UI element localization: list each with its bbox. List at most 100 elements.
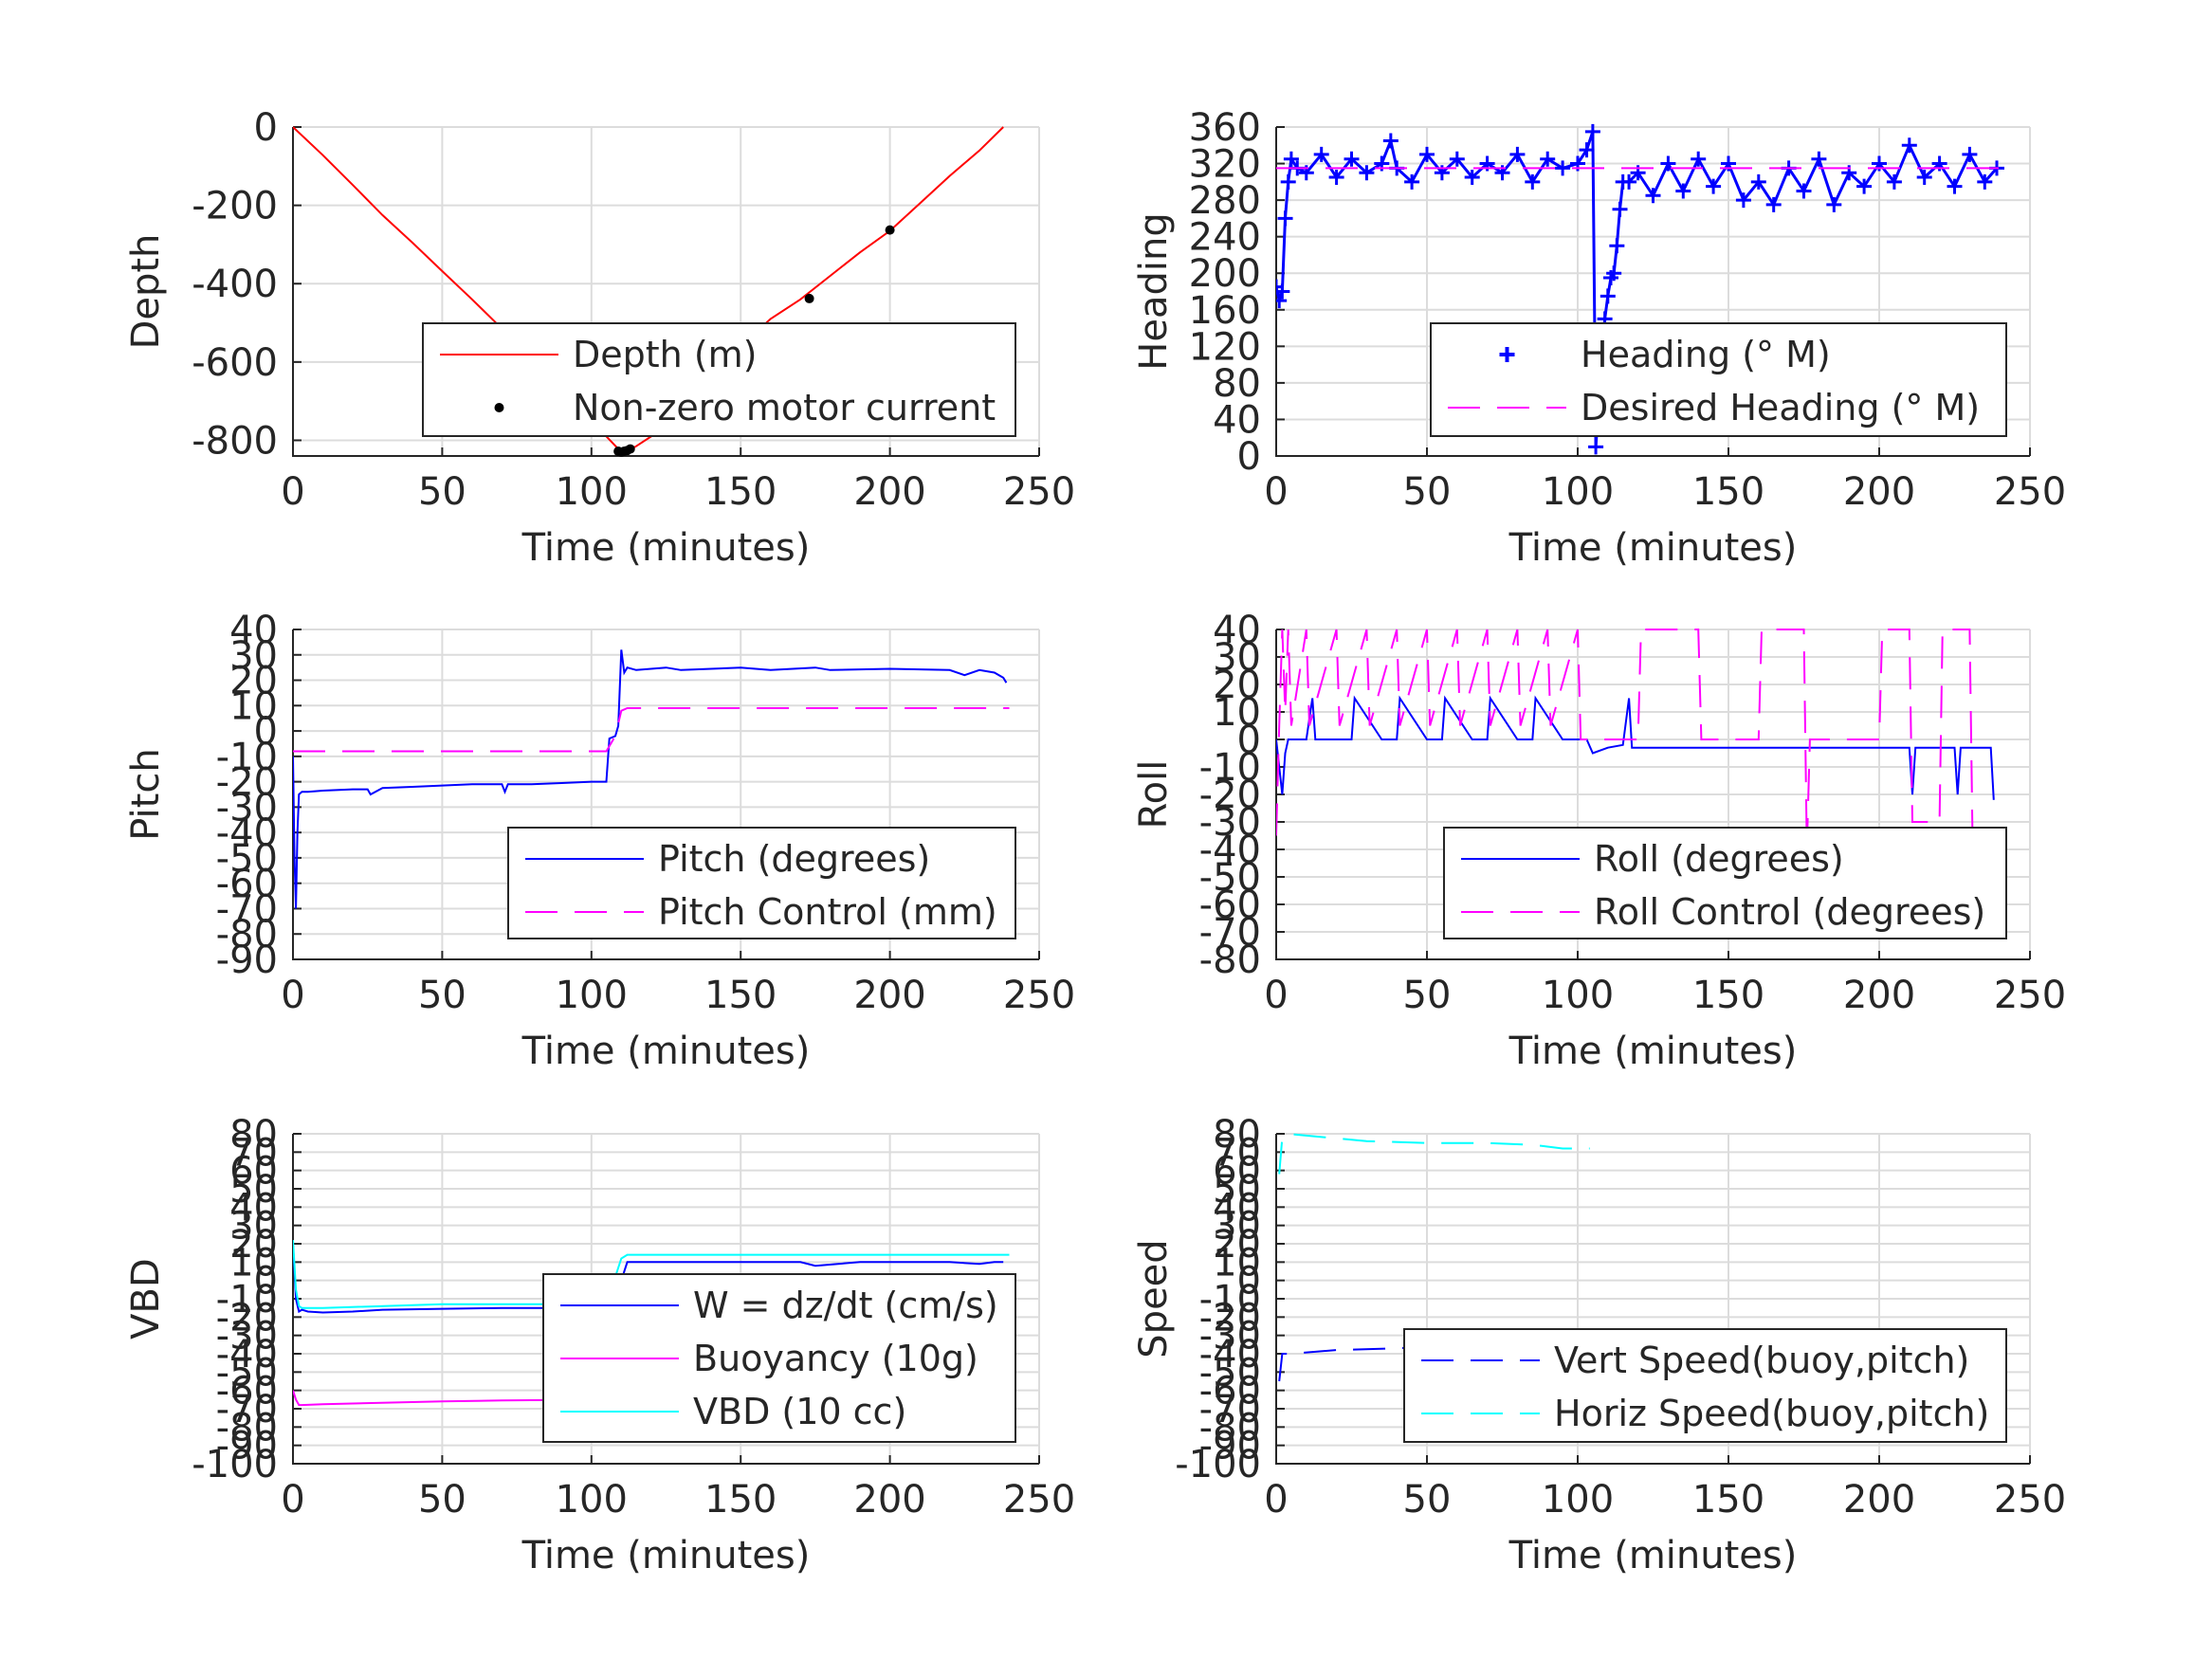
y-tick-label: -10 bbox=[216, 1278, 278, 1322]
y-tick-label: 320 bbox=[1189, 143, 1261, 187]
x-tick-label: 150 bbox=[704, 470, 777, 514]
x-axis-label: Time (minutes) bbox=[1508, 526, 1798, 570]
x-tick-label: 250 bbox=[1994, 470, 2066, 514]
y-tick-label: -600 bbox=[192, 341, 278, 385]
legend-label: Buoyancy (10g) bbox=[693, 1338, 978, 1379]
y-tick-label: -70 bbox=[1199, 911, 1261, 955]
y-tick-label: 60 bbox=[229, 1150, 278, 1194]
x-tick-label: 250 bbox=[1994, 1478, 2066, 1522]
y-tick-label: -20 bbox=[1199, 1296, 1261, 1340]
chart-vbd: 0 50 100 150 200 250-100-90-80-70-60-50-40-30… bbox=[124, 1113, 1075, 1577]
y-axis-label: VBD bbox=[124, 1258, 168, 1340]
x-tick-label: 200 bbox=[1843, 1478, 1915, 1522]
series-non-zero-motor-current bbox=[613, 225, 895, 457]
y-tick-label: -10 bbox=[1199, 746, 1261, 790]
y-tick-label: 10 bbox=[229, 684, 278, 728]
legend-box bbox=[1403, 1328, 2007, 1443]
x-tick-label: 50 bbox=[418, 974, 466, 1017]
y-tick-label: 0 bbox=[254, 710, 278, 754]
y-tick-label: -80 bbox=[216, 1406, 278, 1449]
y-tick-label: 280 bbox=[1189, 179, 1261, 223]
legend-label: Pitch Control (mm) bbox=[658, 891, 997, 933]
y-tick-label: -100 bbox=[192, 1443, 278, 1486]
y-tick-label: 40 bbox=[1213, 1186, 1261, 1230]
legend: Vert Speed(buoy,pitch) Horiz Speed(buoy,p… bbox=[1403, 1328, 2007, 1443]
y-axis-label: Pitch bbox=[124, 748, 168, 840]
legend-marker bbox=[494, 403, 504, 412]
y-tick-label: -80 bbox=[1199, 939, 1261, 982]
y-tick-label: 40 bbox=[1213, 609, 1261, 652]
y-axis-label: Heading bbox=[1132, 212, 1176, 370]
y-tick-label: 20 bbox=[1213, 664, 1261, 707]
y-tick-label: -20 bbox=[1199, 774, 1261, 817]
x-tick-label: 200 bbox=[1843, 470, 1915, 514]
chart-heading: 0 50 100 150 200 2500408012016020024028032036… bbox=[1132, 106, 2066, 570]
y-tick-label: -200 bbox=[192, 185, 278, 228]
y-tick-label: -20 bbox=[216, 1296, 278, 1340]
x-tick-label: 150 bbox=[704, 1478, 777, 1522]
series-group bbox=[293, 126, 1004, 457]
x-tick-label: 250 bbox=[1994, 974, 2066, 1017]
y-tick-label: -90 bbox=[216, 939, 278, 982]
x-tick-label: 50 bbox=[418, 470, 466, 514]
y-tick-label: -40 bbox=[1199, 1333, 1261, 1376]
series-vbd-10-cc bbox=[293, 1240, 1010, 1309]
series-heading-m-trace bbox=[1276, 131, 1999, 447]
legend-box bbox=[1443, 827, 2007, 939]
x-axis-label: Time (minutes) bbox=[1508, 1534, 1798, 1577]
y-tick-label: -40 bbox=[216, 1333, 278, 1376]
x-tick-label: 100 bbox=[1542, 1478, 1614, 1522]
y-tick-label: -50 bbox=[1199, 1351, 1261, 1395]
x-tick-label: 200 bbox=[1843, 974, 1915, 1017]
y-tick-label: 10 bbox=[1213, 1241, 1261, 1285]
grid bbox=[292, 126, 1040, 456]
y-tick-label: 240 bbox=[1189, 216, 1261, 260]
x-tick-label: 0 bbox=[1264, 470, 1288, 514]
x-axis-label: Time (minutes) bbox=[521, 1030, 811, 1073]
y-tick-label: -30 bbox=[216, 1315, 278, 1358]
y-tick-label: -80 bbox=[216, 913, 278, 957]
x-axis-label: Time (minutes) bbox=[521, 1534, 811, 1577]
x-tick-label: 0 bbox=[1264, 974, 1288, 1017]
y-tick-label: 20 bbox=[229, 660, 278, 703]
x-tick-label: 100 bbox=[556, 470, 628, 514]
legend-box bbox=[507, 827, 1016, 939]
x-tick-label: 150 bbox=[704, 974, 777, 1017]
legend: Heading (° M) Desired Heading (° M) bbox=[1430, 322, 2007, 437]
legend: W = dz/dt (cm/s) Buoyancy (10g) VBD (10 cc… bbox=[542, 1273, 1016, 1443]
y-tick-label: 0 bbox=[254, 106, 278, 150]
y-tick-label: 10 bbox=[229, 1241, 278, 1285]
y-tick-label: 120 bbox=[1189, 325, 1261, 369]
y-tick-label: 80 bbox=[1213, 362, 1261, 406]
x-tick-label: 100 bbox=[1542, 974, 1614, 1017]
x-tick-label: 150 bbox=[1692, 470, 1764, 514]
data-point bbox=[625, 444, 635, 454]
y-tick-label: -40 bbox=[1199, 829, 1261, 872]
y-tick-label: -60 bbox=[1199, 1370, 1261, 1413]
chart-roll: 0 50 100 150 200 250-80-70-60-50-40-30-20-100… bbox=[1132, 609, 2066, 1073]
y-tick-label: 0 bbox=[1237, 435, 1261, 479]
y-tick-label: 160 bbox=[1189, 289, 1261, 333]
y-tick-label: -20 bbox=[216, 761, 278, 805]
y-tick-label: -40 bbox=[216, 811, 278, 855]
y-tick-label: -50 bbox=[1199, 856, 1261, 900]
y-tick-label: -10 bbox=[216, 736, 278, 779]
x-tick-label: 100 bbox=[1542, 470, 1614, 514]
x-tick-label: 250 bbox=[1003, 1478, 1075, 1522]
y-tick-label: 50 bbox=[1213, 1168, 1261, 1212]
x-tick-label: 200 bbox=[853, 974, 925, 1017]
y-tick-label: -30 bbox=[216, 786, 278, 830]
y-tick-label: 360 bbox=[1189, 106, 1261, 150]
y-axis-label: Roll bbox=[1132, 760, 1176, 830]
x-tick-label: 0 bbox=[281, 1478, 304, 1522]
legend-label: Non-zero motor current bbox=[573, 387, 996, 428]
y-tick-label: 20 bbox=[229, 1223, 278, 1267]
x-tick-label: 0 bbox=[281, 974, 304, 1017]
legend-label: W = dz/dt (cm/s) bbox=[693, 1285, 998, 1326]
y-tick-label: -400 bbox=[192, 263, 278, 306]
y-tick-label: -70 bbox=[1199, 1388, 1261, 1431]
y-tick-label: -90 bbox=[1199, 1425, 1261, 1468]
series-pitch-degrees bbox=[293, 649, 1008, 909]
series-group bbox=[1276, 123, 2005, 455]
